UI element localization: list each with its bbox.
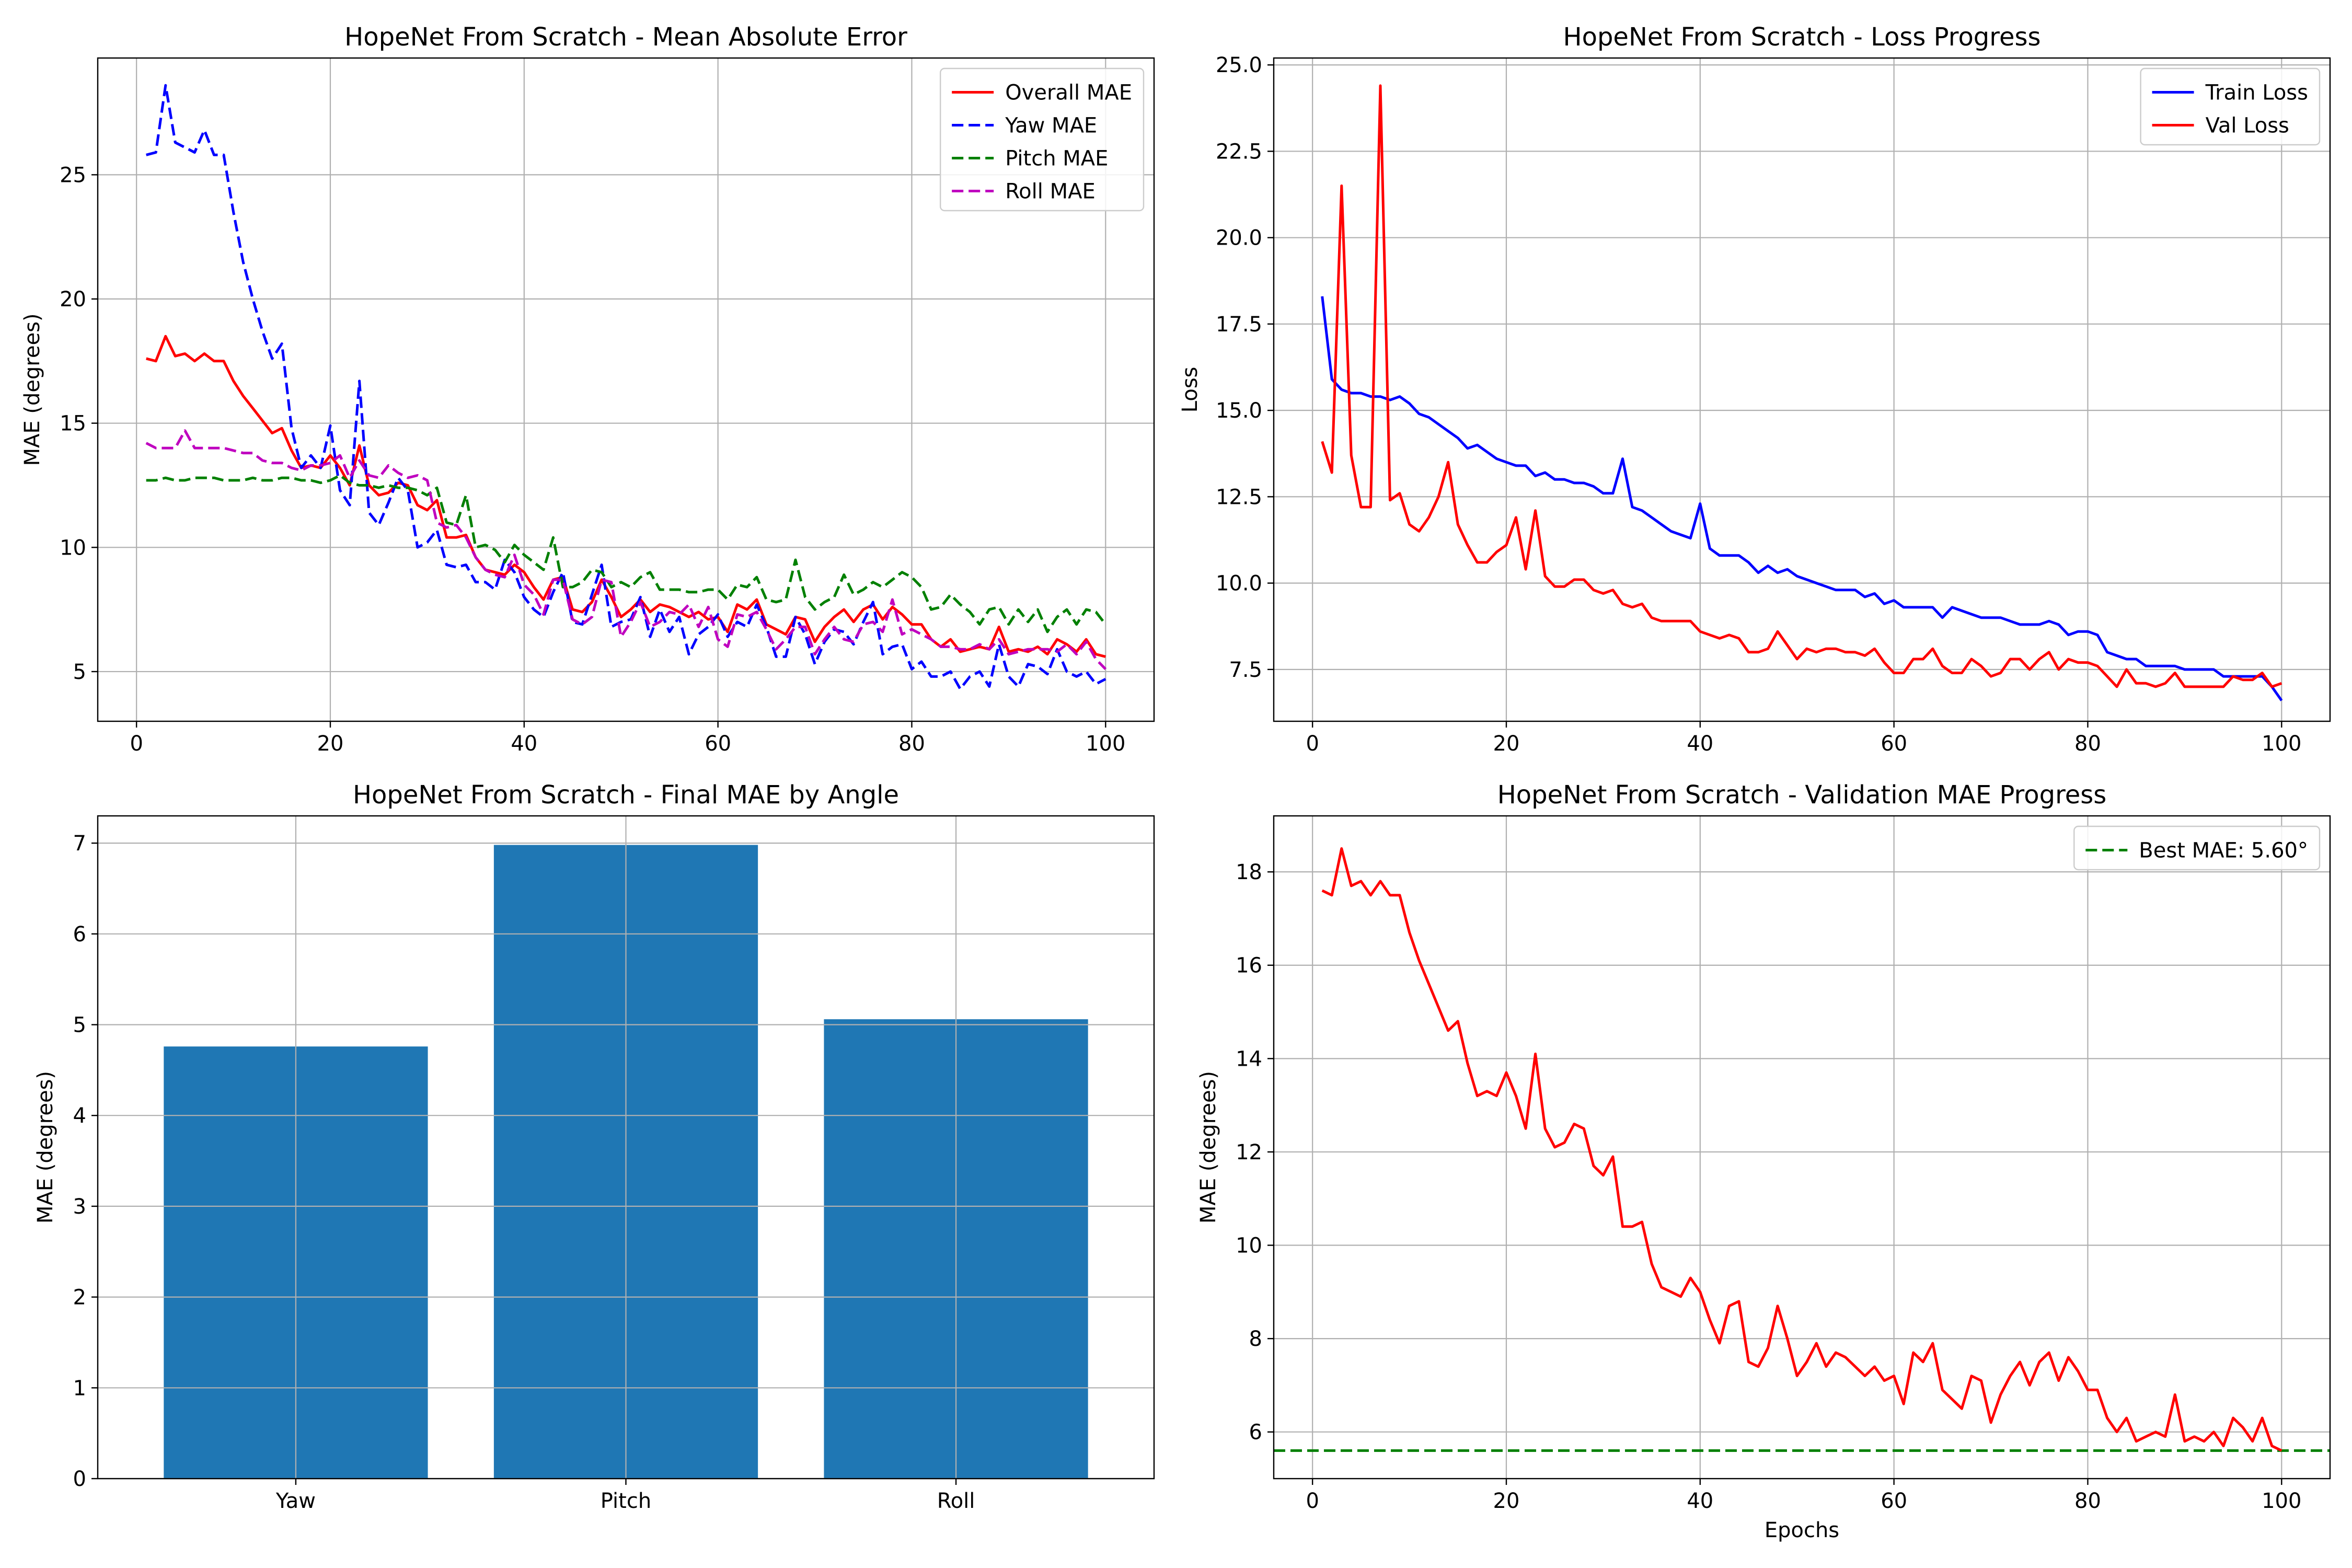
chart-3: Yaw Pitch Roll 0 1 2 3 4 5 6 7 HopeNet From Scratch… (33, 780, 1155, 1513)
y-axis-label: MAE (degrees) (1196, 1071, 1220, 1224)
x-tick-label: 0 (130, 732, 143, 756)
y-tick-label: 15.0 (1216, 399, 1262, 423)
axes-frame (1273, 815, 2331, 1480)
x-tick-label: 40 (1687, 732, 1713, 756)
y-tick-label: 5 (73, 1013, 86, 1037)
y-tick-label: 10 (60, 536, 86, 560)
y-tick-label: 7 (73, 832, 86, 856)
y-tick-label: 4 (73, 1104, 86, 1128)
x-tick-label: Roll (937, 1489, 975, 1513)
x-tick-label: Yaw (275, 1489, 316, 1513)
legend-box (2073, 825, 2321, 871)
x-tick-label: 80 (2074, 1489, 2101, 1513)
x-tick-label: 40 (511, 732, 537, 756)
pitch-mae-line (146, 474, 1107, 633)
y-tick-label: 10 (1236, 1234, 1262, 1258)
y-tick-label: 2 (73, 1286, 86, 1310)
y-tick-label: 8 (1249, 1327, 1262, 1351)
x-tick-label: 0 (1306, 1489, 1319, 1513)
x-tick-label: 60 (705, 732, 731, 756)
y-tick-label: 22.5 (1216, 140, 1262, 164)
x-tick-label: 0 (1306, 732, 1319, 756)
axes-frame (1273, 57, 2331, 722)
x-tick-label: 80 (898, 732, 925, 756)
x-tick-label: 60 (1881, 1489, 1907, 1513)
chart-4: 0 20 40 60 80 100 6 8 10 12 14 16 18 HopeNet From Scr… (1196, 780, 2331, 1542)
legend-box (939, 67, 1145, 212)
legend: Overall MAE Yaw MAE Pitch MAE Roll MAE (939, 67, 1145, 212)
y-tick-label: 12.5 (1216, 485, 1262, 509)
y-axis-label: MAE (degrees) (33, 1071, 57, 1224)
x-tick-label: 80 (2074, 732, 2101, 756)
chart-title: HopeNet From Scratch - Final MAE by Angl… (353, 780, 899, 810)
x-tick-label: 20 (1493, 1489, 1520, 1513)
legend-label: Train Loss (2205, 81, 2308, 105)
legend: Train Loss Val Loss (2140, 67, 2321, 146)
x-axis-label: Epochs (1765, 1518, 1839, 1542)
x-tick-label: Pitch (601, 1489, 651, 1513)
y-tick-label: 10.0 (1216, 572, 1262, 596)
plot-area (1321, 84, 2283, 701)
x-tick-label: 20 (1493, 732, 1520, 756)
y-axis-label: MAE (degrees) (20, 313, 44, 466)
y-tick-label: 0 (73, 1467, 86, 1491)
chart-1: 0 20 40 60 80 100 5 10 15 20 25 HopeNet From Scratc… (20, 22, 1155, 756)
y-tick-label: 5 (73, 660, 86, 684)
y-tick-label: 20.0 (1216, 226, 1262, 250)
y-axis-label: Loss (1178, 367, 1202, 413)
x-tick-label: 100 (2262, 1489, 2301, 1513)
ticks: Yaw Pitch Roll 0 1 2 3 4 5 6 7 (73, 832, 975, 1513)
legend-label: Roll MAE (1005, 180, 1096, 204)
y-tick-label: 17.5 (1216, 313, 1262, 337)
ticks: 0 20 40 60 80 100 5 10 15 20 25 (60, 163, 1125, 756)
ticks: 0 20 40 60 80 100 7.5 10.0 12.5 15.0 17.5 20.0 22.5 2… (1216, 53, 2302, 756)
val-loss-line (1321, 84, 2282, 688)
y-tick-label: 18 (1236, 860, 1262, 884)
y-tick-label: 15 (60, 412, 86, 436)
legend-label: Val Loss (2206, 114, 2289, 138)
plot-area (1274, 847, 2330, 1452)
x-tick-label: 100 (2262, 732, 2301, 756)
x-tick-label: 100 (1086, 732, 1125, 756)
x-tick-label: 20 (317, 732, 344, 756)
chart-title: HopeNet From Scratch - Validation MAE Pr… (1497, 780, 2107, 810)
y-tick-label: 25.0 (1216, 53, 1262, 77)
legend: Best MAE: 5.60° (2073, 825, 2321, 871)
yaw-mae-line (146, 84, 1106, 690)
y-tick-label: 12 (1236, 1140, 1262, 1165)
y-tick-label: 3 (73, 1195, 86, 1219)
chart-2: 0 20 40 60 80 100 7.5 10.0 12.5 15.0 17.5 20.0 22.5 2… (1178, 22, 2331, 756)
y-tick-label: 1 (73, 1376, 86, 1400)
y-tick-label: 6 (73, 923, 86, 947)
roll-mae-line (145, 429, 1107, 670)
y-tick-label: 25 (60, 163, 86, 187)
y-tick-label: 6 (1249, 1421, 1262, 1445)
train-loss-line (1321, 296, 2283, 701)
series-1-line (1321, 847, 2282, 1452)
legend-label: Pitch MAE (1005, 147, 1108, 171)
y-tick-label: 7.5 (1229, 658, 1262, 682)
ticks: 0 20 40 60 80 100 6 8 10 12 14 16 18 (1236, 860, 2301, 1513)
legend-label: Overall MAE (1005, 81, 1132, 105)
x-tick-label: 40 (1687, 1489, 1713, 1513)
plot-area (145, 84, 1107, 690)
chart-title: HopeNet From Scratch - Loss Progress (1563, 22, 2040, 52)
chart-title: HopeNet From Scratch - Mean Absolute Err… (344, 22, 907, 52)
legend-label: Best MAE: 5.60° (2139, 839, 2308, 863)
axes-frame (97, 57, 1155, 722)
y-tick-label: 14 (1236, 1047, 1262, 1071)
legend-label: Yaw MAE (1005, 114, 1097, 138)
x-tick-label: 60 (1881, 732, 1907, 756)
y-tick-label: 20 (60, 287, 86, 312)
grid (1274, 58, 2330, 721)
y-tick-label: 16 (1236, 954, 1262, 978)
